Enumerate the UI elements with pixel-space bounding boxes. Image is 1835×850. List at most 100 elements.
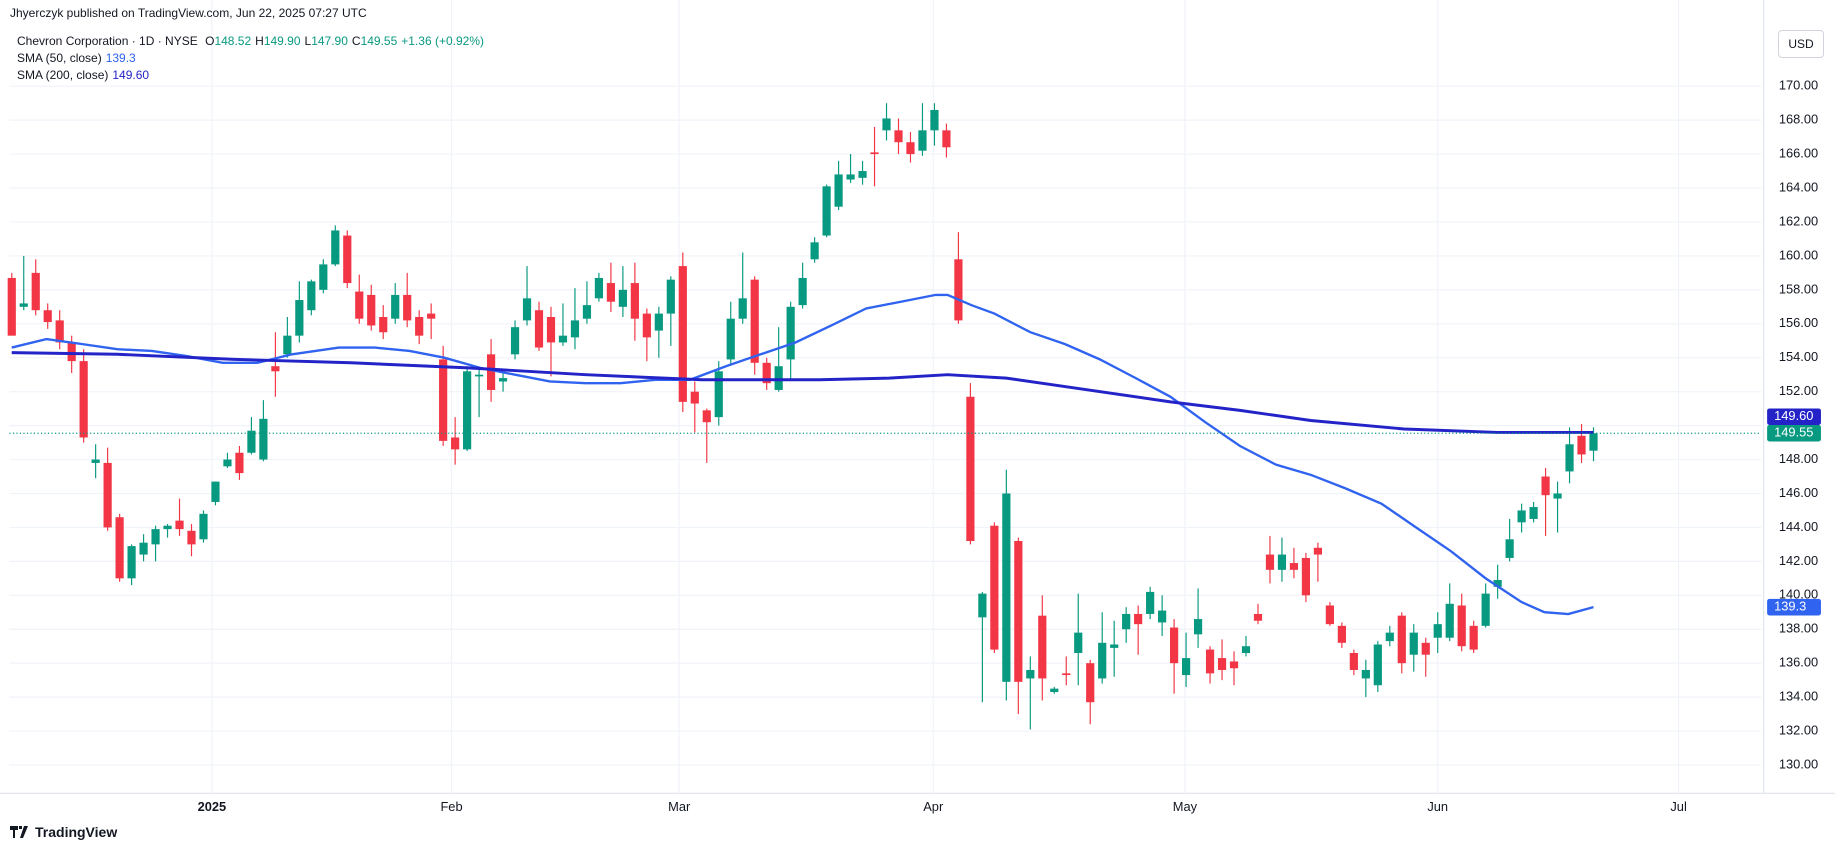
candle-body [498, 378, 508, 382]
candle-body [1517, 510, 1526, 523]
candle-body [690, 391, 699, 404]
candle-body [1361, 669, 1370, 679]
candle-body [1397, 615, 1406, 664]
candle-body [774, 366, 783, 390]
candle-body [19, 303, 28, 307]
candle-body [247, 430, 256, 453]
candle-body [343, 235, 352, 284]
candle-body [1313, 547, 1322, 555]
candle-body [295, 300, 304, 336]
candle-body [187, 530, 196, 545]
candle-body [714, 371, 723, 418]
y-tick-label: 156.00 [1779, 315, 1818, 330]
indicator-name: SMA (50, close) [17, 51, 102, 65]
candle-body [259, 418, 268, 460]
candle-body [870, 152, 879, 155]
candle-body [1529, 507, 1538, 519]
candle-body [594, 277, 604, 299]
candle-body [7, 277, 16, 336]
candle-body [1241, 646, 1251, 653]
candle-body [1409, 632, 1418, 655]
candle-body [91, 459, 100, 463]
price-tag-label: 149.55 [1774, 425, 1813, 440]
y-tick-label: 130.00 [1779, 756, 1818, 771]
ohlc-key: O [205, 34, 215, 48]
candle-body [750, 279, 759, 363]
candle-body [1134, 613, 1143, 625]
x-tick-label: 2025 [198, 799, 227, 814]
candle-body [1217, 658, 1227, 670]
candle-body [1373, 644, 1382, 686]
candle-body [235, 452, 244, 474]
candle-body [391, 294, 400, 319]
brand-logo [10, 826, 28, 838]
candle-body [1002, 493, 1011, 682]
candle-body [822, 186, 831, 236]
y-tick-label: 170.00 [1779, 78, 1818, 93]
candle-body [163, 525, 172, 530]
candle-body [642, 313, 651, 338]
candle-body [582, 305, 592, 319]
candle-body [1265, 554, 1275, 570]
candle-body [175, 520, 184, 530]
candle-body [1181, 658, 1191, 676]
candle-body [786, 306, 795, 360]
candle-body [558, 335, 568, 343]
candle-body [331, 230, 340, 265]
brand: TradingView [10, 824, 117, 840]
legend-row: Chevron Corporation · 1D · NYSE O148.52 H… [17, 34, 488, 48]
candle-body [534, 310, 544, 348]
y-tick-label: 164.00 [1779, 179, 1818, 194]
price-tag-label: 139.3 [1774, 599, 1806, 614]
candle-body [1289, 563, 1299, 570]
candle-body [1505, 539, 1514, 558]
candle-body [834, 174, 843, 207]
ohlc-value: 149.90 [263, 34, 301, 48]
ohlc-value: 148.52 [214, 34, 252, 48]
candle-body [810, 242, 819, 260]
candle-body [510, 327, 520, 355]
candle-body [223, 459, 232, 467]
candle-body [702, 410, 711, 423]
candle-body [43, 310, 52, 323]
y-tick-label: 148.00 [1779, 451, 1818, 466]
candle-body [307, 281, 316, 311]
candle-body [1074, 632, 1083, 653]
x-tick-label: May [1173, 799, 1198, 814]
candle-body [918, 130, 927, 151]
symbol-title: Chevron Corporation · 1D · NYSE [17, 34, 198, 48]
candle-body [1038, 615, 1047, 679]
candle-body [606, 283, 616, 302]
candle-body [978, 593, 987, 618]
y-tick-label: 166.00 [1779, 145, 1818, 160]
indicator-value: 139.3 [105, 51, 136, 65]
candle-body [486, 354, 496, 390]
candle-body [427, 313, 436, 319]
ohlc-value: 149.55 [360, 34, 398, 48]
publisher: Jhyerczyk published on TradingView.com, … [10, 6, 367, 20]
candle-body [67, 342, 76, 362]
y-tick-label: 160.00 [1779, 247, 1818, 262]
candle-body [439, 359, 448, 441]
candle-body [1253, 613, 1263, 621]
y-tick-label: 154.00 [1779, 349, 1818, 364]
candle-body [954, 259, 963, 321]
candle-body [1026, 669, 1035, 679]
candle-body [906, 142, 915, 155]
candle-body [1553, 493, 1562, 499]
x-tick-label: Mar [668, 799, 691, 814]
candle-body [1493, 580, 1502, 587]
sma-line [11, 293, 1594, 616]
candle-body [79, 361, 88, 438]
currency-button[interactable]: USD [1778, 30, 1824, 58]
candle-body [762, 362, 771, 384]
candle-body [1277, 554, 1287, 570]
indicator-name: SMA (200, close) [17, 68, 109, 82]
candle-body [966, 396, 975, 541]
y-tick-label: 144.00 [1779, 519, 1818, 534]
change: +1.36 (+0.92%) [401, 34, 485, 48]
x-tick-label: Feb [440, 799, 462, 814]
candle-body [738, 298, 747, 319]
